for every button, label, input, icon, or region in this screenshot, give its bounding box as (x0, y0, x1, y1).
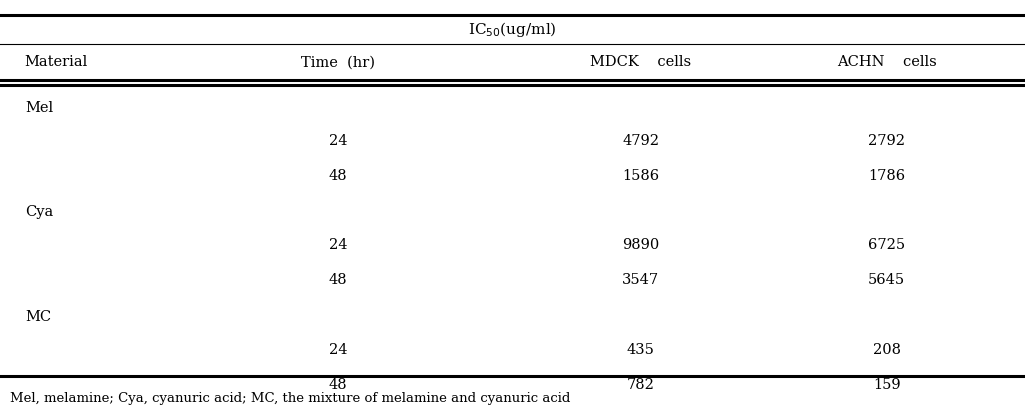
Text: 1586: 1586 (622, 169, 659, 183)
Text: 159: 159 (873, 378, 900, 392)
Text: 24: 24 (329, 343, 347, 357)
Text: 24: 24 (329, 134, 347, 148)
Text: Mel: Mel (26, 101, 53, 115)
Text: Mel, melamine; Cya, cyanuric acid; MC, the mixture of melamine and cyanuric acid: Mel, melamine; Cya, cyanuric acid; MC, t… (10, 392, 571, 405)
Text: ACHN    cells: ACHN cells (836, 55, 937, 69)
Text: 24: 24 (329, 238, 347, 252)
Text: 48: 48 (329, 273, 347, 287)
Text: 3547: 3547 (622, 273, 659, 287)
Text: 208: 208 (872, 343, 901, 357)
Text: 6725: 6725 (868, 238, 905, 252)
Text: 782: 782 (626, 378, 655, 392)
Text: IC$_{50}$(ug/ml): IC$_{50}$(ug/ml) (468, 20, 557, 39)
Text: 2792: 2792 (868, 134, 905, 148)
Text: 1786: 1786 (868, 169, 905, 183)
Text: Cya: Cya (26, 205, 54, 219)
Text: 48: 48 (329, 169, 347, 183)
Text: 9890: 9890 (622, 238, 659, 252)
Text: 435: 435 (626, 343, 655, 357)
Text: 4792: 4792 (622, 134, 659, 148)
Text: MDCK    cells: MDCK cells (590, 55, 691, 69)
Text: Time  (hr): Time (hr) (301, 55, 375, 69)
Text: 5645: 5645 (868, 273, 905, 287)
Text: Material: Material (25, 55, 88, 69)
Text: MC: MC (26, 310, 51, 325)
Text: 48: 48 (329, 378, 347, 392)
